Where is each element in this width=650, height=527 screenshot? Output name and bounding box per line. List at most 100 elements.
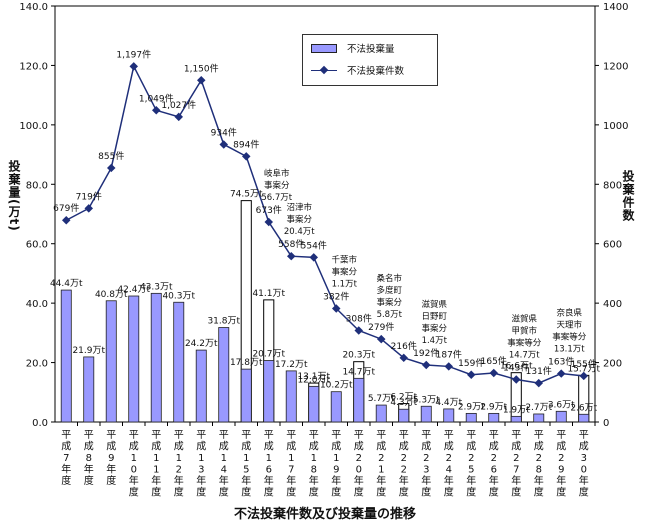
bar-value-label: 2.9万t [458,402,485,412]
count-point [534,378,543,388]
count-value-label: 382件 [323,290,349,302]
count-value-label: 192件 [413,347,439,359]
count-point [444,362,453,371]
x-tick-label: 平成 1 1 年度 [151,430,161,499]
count-point [62,215,71,225]
total-bar-label: 15.7万t [567,364,600,374]
left-tick-label: 120.0 [19,61,48,72]
bar [398,408,410,423]
annotation-text: 千葉市 [331,254,357,265]
total-bar-label: 16.6万t [500,362,533,372]
left-tick-label: 40.0 [26,299,48,310]
x-tick-label: 平成 8 年度 [84,430,94,487]
x-tick-label: 平成 2 0 年度 [354,430,364,499]
count-point [422,360,431,370]
bar [195,349,207,423]
legend-item-bar: 不法投棄量 [311,41,395,55]
legend-line-label: 不法投棄件数 [347,66,405,77]
x-tick-label: 平成 1 5 年度 [241,430,251,499]
bar-value-label: 2.6万t [570,403,597,413]
bar-value-label: 12.0万t [297,375,330,385]
count-value-label: 673件 [256,204,282,216]
count-point [107,163,116,173]
count-value-label: 155件 [571,358,597,370]
bar [488,412,500,423]
count-point [354,326,363,335]
bar [240,368,252,423]
right-tick-label: 400 [603,299,622,310]
annotation-text: 日野町 [421,312,447,322]
count-value-label: 143件 [503,362,529,374]
bar-value-label: 42.4万t [117,285,150,295]
total-bar-label: 41.1万t [252,289,285,299]
bar-value-label: 43.3万t [140,282,173,292]
x-tick-label: 平成 1 9 年度 [331,430,341,499]
x-tick-label: 平成 2 5 年度 [466,430,476,499]
bar-value-label: 1.9万t [503,405,530,415]
bar-value-label: 17.8万t [230,358,263,368]
bar-value-label: 4.3万t [390,398,417,408]
bar-value-label: 24.2万t [185,339,218,349]
left-tick-label: 140.0 [19,2,48,13]
count-point [332,304,341,313]
legend: 不法投棄量 不法投棄件数 [302,34,438,86]
bar-value-label: 21.9万t [72,346,105,356]
bar [353,377,365,423]
annotation-text: 13.1万t [554,345,585,355]
annotation-text: 沼津市 [286,202,312,213]
count-value-label: 894件 [233,138,259,150]
count-point [489,368,498,378]
x-tick-label: 平成 2 8 年度 [534,430,544,499]
annotation-text: 滋賀県 [511,314,537,325]
bar-value-label: 40.3万t [162,291,195,301]
x-tick-label: 平成 2 3 年度 [421,430,431,499]
x-tick-label: 平成 1 6 年度 [264,430,274,499]
annotation-text: 事案分 [331,266,357,277]
count-point [129,62,138,71]
right-tick-label: 1200 [603,61,628,72]
bar-value-label: 5.7万t [368,394,395,404]
x-tick-label: 平成 2 9 年度 [556,430,566,499]
right-tick-label: 0 [603,418,609,429]
legend-line-swatch [311,66,337,75]
bar [510,415,522,423]
bar [533,413,545,423]
legend-item-line: 不法投棄件数 [311,63,404,77]
x-tick-label: 平成 2 7 年度 [511,430,521,499]
x-tick-label: 平成 2 2 年度 [399,430,409,499]
right-tick-label: 800 [603,180,622,191]
count-value-label: 855件 [98,150,124,162]
count-value-label: 279件 [368,321,394,333]
bar [555,410,567,423]
right-tick-label: 1000 [603,121,628,132]
annotation-text: 1.4万t [422,336,448,346]
count-value-label: 934件 [211,126,237,138]
count-value-label: 165件 [481,355,507,367]
count-point [287,251,296,261]
x-tick-label: 平成 2 1 年度 [376,430,386,499]
annotation-text: 事案分 [421,323,447,334]
count-value-label: 719件 [76,190,102,202]
count-point [152,106,161,115]
left-tick-label: 80.0 [26,180,48,191]
count-value-label: 187件 [436,348,462,360]
bar-value-label: 4.4万t [435,398,462,408]
count-value-label: 1,197件 [116,48,151,60]
bar-value-label: 5.3万t [413,395,440,405]
bar [420,405,432,423]
x-tick-label: 平成 1 2 年度 [174,430,184,499]
x-tick-label: 平成 9 年度 [106,430,116,487]
annotation-text: 事案等分 [507,338,542,349]
total-bar-label: 6.2万t [390,393,417,403]
left-tick-label: 0.0 [32,418,48,429]
right-tick-label: 600 [603,240,622,251]
annotation-text: 滋賀県 [421,299,447,310]
count-point [579,371,588,381]
bar [285,370,297,423]
right-tick-label: 1400 [603,2,628,13]
count-point [309,253,318,262]
bar [465,412,477,423]
annotation-text: 事案分 [264,180,290,191]
bar [60,289,72,423]
